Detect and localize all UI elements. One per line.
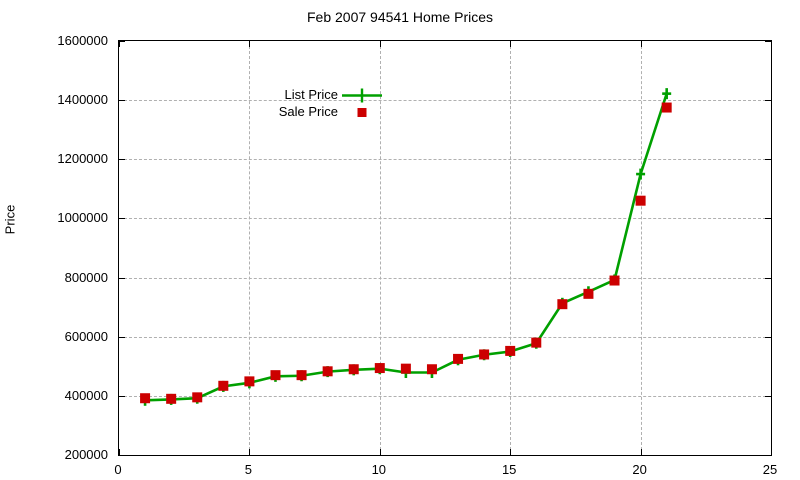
data-point-sale-price	[218, 380, 229, 391]
x-tick-mark	[119, 449, 120, 455]
data-point-list-price	[636, 168, 646, 180]
y-tick-mark	[119, 218, 125, 220]
data-point-sale-price	[583, 288, 594, 299]
y-tick-mark	[765, 100, 771, 102]
data-point-sale-price	[348, 364, 359, 375]
data-point-sale-price	[426, 364, 437, 375]
data-point-sale-price	[453, 353, 464, 364]
data-point-sale-price	[322, 366, 333, 377]
y-tick-label: 400000	[64, 387, 108, 403]
data-point-sale-price	[192, 392, 203, 403]
x-tick-mark	[510, 41, 512, 47]
data-point-sale-price	[661, 102, 672, 113]
gridline-horizontal	[119, 218, 771, 220]
gridline-horizontal	[119, 159, 771, 161]
legend-marker-list-price	[340, 87, 384, 104]
y-tick-mark	[765, 336, 771, 338]
series-line-list-price	[145, 93, 668, 402]
data-point-sale-price	[505, 345, 516, 356]
y-tick-mark	[765, 159, 771, 161]
x-tick-mark	[249, 449, 251, 455]
gridline-vertical	[640, 41, 642, 455]
y-tick-label: 600000	[64, 328, 108, 344]
x-tick-mark	[640, 449, 642, 455]
x-tick-mark	[249, 41, 251, 47]
gridline-vertical	[249, 41, 251, 455]
x-tick-mark	[640, 41, 642, 47]
y-tick-label: 1000000	[57, 210, 108, 226]
x-tick-label: 20	[632, 462, 647, 477]
gridline-vertical	[379, 41, 381, 455]
data-point-sale-price	[609, 275, 620, 286]
legend-label-list-price: List Price	[284, 87, 338, 102]
legend-label-sale-price: Sale Price	[278, 104, 338, 119]
chart-title: Feb 2007 94541 Home Prices	[307, 9, 493, 25]
x-tick-label: 0	[114, 462, 122, 477]
data-point-sale-price	[479, 349, 490, 360]
y-tick-mark	[119, 395, 125, 397]
data-point-sale-price	[557, 299, 568, 310]
data-point-sale-price	[270, 370, 281, 381]
y-tick-mark	[119, 277, 125, 279]
x-tick-label: 25	[762, 462, 778, 477]
gridline-horizontal	[119, 395, 771, 397]
y-tick-mark	[765, 218, 771, 220]
y-tick-mark	[119, 455, 125, 456]
y-tick-mark	[765, 41, 771, 42]
data-point-sale-price	[140, 393, 151, 404]
legend-item-list-price: List Price	[259, 87, 384, 104]
data-point-sale-price	[531, 337, 542, 348]
data-point-sale-price	[296, 370, 307, 381]
x-tick-mark	[379, 41, 381, 47]
y-tick-label: 1200000	[57, 151, 108, 167]
y-tick-mark	[119, 100, 125, 102]
x-tick-mark	[771, 41, 772, 47]
y-tick-mark	[119, 336, 125, 338]
data-point-list-price	[662, 88, 672, 100]
gridline-horizontal	[119, 277, 771, 279]
y-tick-label: 800000	[64, 269, 108, 285]
x-tick-mark	[379, 449, 381, 455]
y-tick-mark	[765, 395, 771, 397]
gridline-horizontal	[119, 336, 771, 338]
chart-legend: List Price Sale Price	[259, 87, 384, 121]
plot-area: List Price Sale Price	[118, 40, 772, 456]
y-tick-label: 1400000	[57, 92, 108, 108]
y-tick-label: 200000	[64, 447, 108, 462]
x-tick-mark	[771, 449, 772, 455]
y-tick-mark	[765, 277, 771, 279]
data-point-sale-price	[400, 363, 411, 374]
y-tick-mark	[119, 41, 125, 42]
legend-item-sale-price: Sale Price	[259, 104, 384, 121]
legend-marker-sale-price	[340, 104, 384, 121]
y-tick-mark	[765, 455, 771, 456]
x-tick-mark	[510, 449, 512, 455]
gridline-horizontal	[119, 100, 771, 102]
x-tick-label: 5	[244, 462, 252, 477]
y-tick-label: 1600000	[57, 33, 108, 48]
data-point-sale-price	[374, 363, 385, 374]
x-tick-mark	[119, 41, 120, 47]
y-tick-mark	[119, 159, 125, 161]
data-point-sale-price	[244, 376, 255, 387]
data-point-sale-price	[166, 393, 177, 404]
x-tick-label: 15	[501, 462, 517, 477]
data-point-sale-price	[635, 195, 646, 206]
x-tick-label: 10	[371, 462, 387, 477]
gridline-vertical	[510, 41, 512, 455]
data-series-layer	[140, 88, 672, 406]
